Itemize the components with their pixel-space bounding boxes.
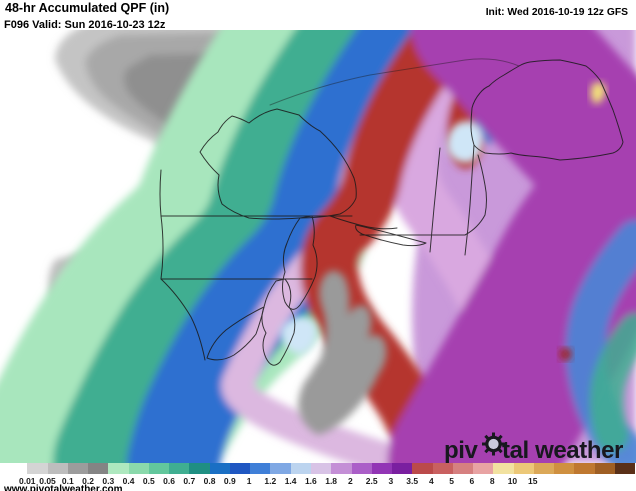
svg-text:tal weather: tal weather xyxy=(502,437,623,463)
svg-text:piv: piv xyxy=(444,437,479,463)
